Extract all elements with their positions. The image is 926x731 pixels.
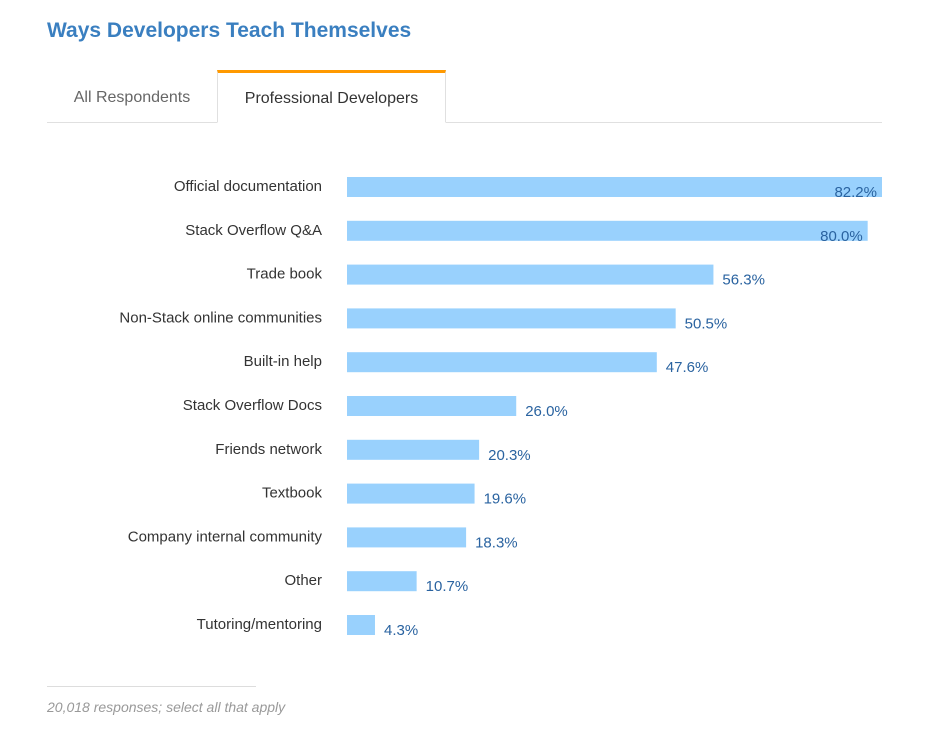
bar — [347, 220, 868, 241]
bar — [347, 308, 676, 329]
bar — [347, 439, 480, 460]
footnote: 20,018 responses; select all that apply — [47, 699, 286, 715]
bar — [347, 396, 517, 416]
bar — [347, 571, 417, 592]
category-label: Stack Overflow Docs — [183, 397, 322, 414]
category-label: Trade book — [247, 266, 323, 283]
bar — [347, 264, 714, 285]
category-label: Non-Stack online communities — [119, 309, 322, 326]
value-label: 50.5% — [685, 315, 728, 332]
bar — [347, 177, 882, 197]
category-label: Textbook — [262, 485, 323, 502]
category-label: Official documentation — [174, 178, 322, 195]
value-label: 4.3% — [384, 622, 418, 639]
category-label: Friends network — [215, 441, 322, 458]
category-label: Stack Overflow Q&A — [185, 222, 322, 239]
tab-all-respondents[interactable]: All Respondents — [73, 89, 191, 106]
bar — [347, 615, 375, 635]
value-label: 26.0% — [525, 403, 568, 420]
value-label: 18.3% — [475, 534, 518, 551]
value-label: 20.3% — [488, 447, 531, 464]
tab-professional-developers[interactable]: Professional Developers — [217, 70, 446, 123]
category-label: Tutoring/mentoring — [197, 616, 322, 633]
tab-bar: All Respondents Professional Developers — [47, 70, 882, 123]
chart-title: Ways Developers Teach Themselves — [47, 19, 412, 42]
value-label: 47.6% — [666, 359, 709, 376]
value-label: 56.3% — [722, 272, 765, 289]
bar — [347, 527, 467, 548]
value-label: 19.6% — [484, 491, 527, 508]
bar — [347, 352, 657, 373]
value-label: 80.0% — [820, 228, 863, 245]
value-label: 10.7% — [426, 578, 469, 595]
divider — [47, 686, 256, 687]
value-label: 82.2% — [834, 184, 877, 201]
bar — [347, 483, 475, 504]
category-label: Company internal community — [128, 528, 323, 545]
category-label: Built-in help — [244, 353, 322, 370]
category-label: Other — [284, 572, 322, 589]
